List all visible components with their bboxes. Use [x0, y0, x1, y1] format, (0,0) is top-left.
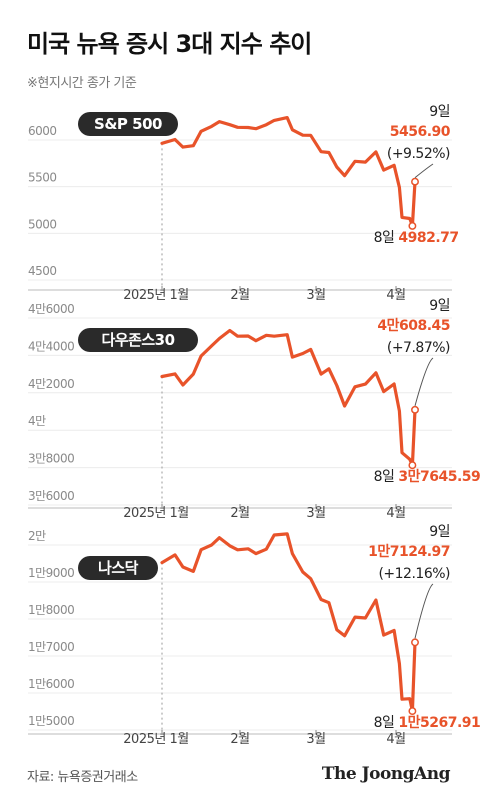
- low-value-label: 3만7645.59: [398, 469, 480, 485]
- low-date-label: 8일: [374, 469, 395, 485]
- end-date-label: 9일: [429, 524, 450, 540]
- y-tick-label: 1만8000: [28, 603, 74, 617]
- series-title-badge: [78, 328, 198, 352]
- x-tick-label: 2025년 1월: [123, 288, 188, 303]
- low-point-marker: [408, 221, 417, 230]
- end-point-marker: [411, 638, 419, 647]
- series-line: [160, 532, 417, 713]
- end-leader-line: [414, 357, 434, 406]
- page-title: 미국 뉴욕 증시 3대 지수 추이: [27, 30, 312, 58]
- end-change-label: (+7.87%): [387, 340, 450, 356]
- x-tick-label: 2025년 1월: [123, 506, 188, 521]
- source-note: 자료: 뉴욕증권거래소: [27, 770, 138, 785]
- end-value-label: 4만608.45: [377, 318, 450, 334]
- x-tick-label: 3월: [306, 506, 325, 521]
- y-tick-label: 4500: [28, 264, 57, 278]
- series-title: 다우존스30: [101, 331, 174, 349]
- end-change-label: (+12.16%): [378, 566, 450, 582]
- x-tick-label: 2025년 1월: [123, 732, 188, 747]
- series-title-badge: [78, 556, 158, 580]
- y-tick-label: 4만2000: [28, 377, 74, 391]
- y-tick-label: 2만: [28, 529, 46, 543]
- low-point-marker: [408, 707, 417, 716]
- series-title: 나스닥: [98, 559, 139, 577]
- y-tick-label: 4만6000: [28, 302, 74, 316]
- end-change-label: (+9.52%): [387, 146, 450, 162]
- low-date-label: 8일: [374, 715, 395, 731]
- end-value-label: 5456.90: [390, 124, 451, 140]
- low-value-label: 1만5267.91: [398, 715, 480, 731]
- x-tick-label: 2월: [230, 288, 249, 303]
- y-tick-label: 3만8000: [28, 452, 74, 466]
- end-point-marker: [411, 177, 419, 186]
- x-tick-label: 4월: [386, 506, 405, 521]
- end-value-label: 1만7124.97: [368, 544, 450, 560]
- y-tick-label: 3만6000: [28, 489, 74, 503]
- x-tick-label: 3월: [306, 288, 325, 303]
- low-point-marker: [408, 461, 417, 470]
- y-tick-label: 1만6000: [28, 677, 74, 691]
- y-tick-label: 1만7000: [28, 640, 74, 654]
- y-tick-label: 1만5000: [28, 714, 74, 728]
- y-tick-label: 5500: [28, 171, 57, 185]
- series-title-badge: [78, 112, 178, 136]
- y-tick-label: 5000: [28, 217, 57, 231]
- end-date-label: 9일: [429, 104, 450, 120]
- x-tick-label: 4월: [386, 288, 405, 303]
- series-title: S&P 500: [94, 115, 162, 133]
- end-point-marker: [411, 405, 419, 414]
- low-value-label: 4982.77: [398, 230, 458, 246]
- page-subtitle: ※현지시간 종가 기준: [27, 76, 137, 91]
- x-tick-label: 4월: [386, 732, 405, 747]
- y-tick-label: 1만9000: [28, 566, 74, 580]
- y-tick-label: 6000: [28, 124, 57, 138]
- y-tick-label: 4만4000: [28, 339, 74, 353]
- x-tick-label: 2월: [230, 506, 249, 521]
- end-date-label: 9일: [429, 298, 450, 314]
- brand-logo: The JoongAng: [321, 764, 451, 784]
- low-date-label: 8일: [374, 230, 395, 246]
- x-tick-label: 2월: [230, 732, 249, 747]
- end-leader-line: [414, 163, 434, 179]
- series-line: [160, 328, 417, 467]
- x-tick-label: 3월: [306, 732, 325, 747]
- end-leader-line: [414, 583, 434, 639]
- series-line: [160, 115, 417, 228]
- y-tick-label: 4만: [28, 414, 46, 428]
